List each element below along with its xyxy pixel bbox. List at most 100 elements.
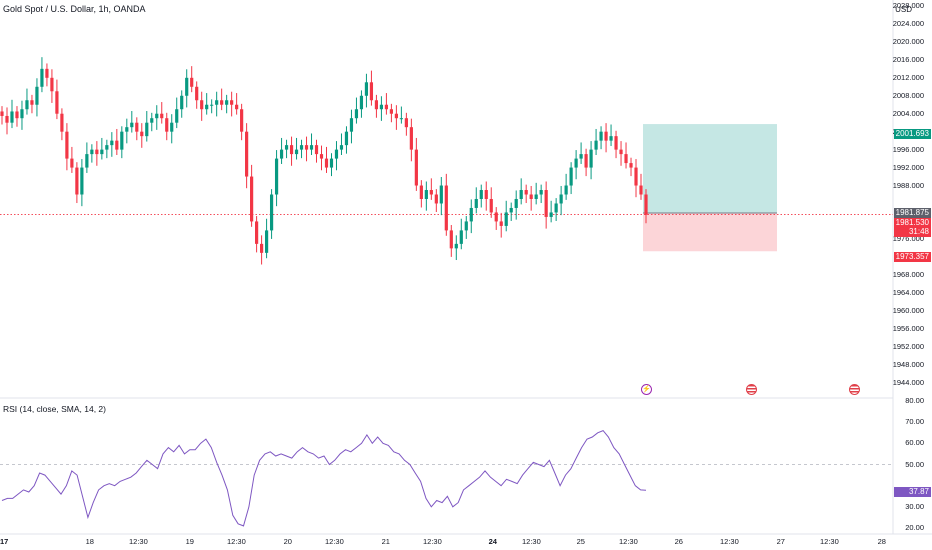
candle-body: [95, 149, 99, 155]
candle-body: [319, 154, 324, 159]
price-axis-tick: 1944.000: [892, 378, 924, 387]
time-axis-tick: 21: [381, 537, 390, 546]
candle-body: [274, 158, 279, 195]
candle-body: [125, 127, 129, 132]
time-axis-tick: 26: [674, 537, 683, 546]
candle-body: [45, 68, 49, 78]
candle-body: [60, 113, 64, 132]
price-axis-tick: 1960.000: [892, 306, 924, 316]
position-stop-zone: [643, 213, 777, 252]
candle-body: [564, 185, 568, 195]
time-axis-tick: 12:30: [820, 537, 839, 546]
candle-body: [434, 194, 438, 204]
time-axis-tick: 28: [877, 537, 886, 546]
candle-body: [584, 154, 588, 168]
candle-body: [110, 140, 114, 146]
close-price-tag: 1981.530: [894, 218, 931, 228]
currency-label[interactable]: USD: [895, 5, 912, 14]
time-axis-tick: 12:30: [325, 537, 344, 546]
candle-body: [489, 198, 493, 213]
candle-body: [514, 198, 518, 208]
candle-body: [205, 104, 209, 110]
price-axis-tick: 2024.000: [892, 18, 924, 28]
candle-body: [120, 131, 124, 150]
candle-body: [364, 82, 369, 96]
candle-body: [309, 145, 314, 150]
candle-body: [369, 82, 374, 101]
candle-body: [529, 194, 533, 199]
candle-body: [594, 140, 598, 150]
us-flag-icon[interactable]: [849, 384, 860, 395]
time-axis-tick: 12:30: [423, 537, 442, 546]
candle-body: [614, 136, 618, 150]
time-axis-tick: 25: [576, 537, 585, 546]
candle-body: [130, 122, 134, 128]
price-axis-tick: 2020.000: [892, 36, 924, 46]
candle-body: [5, 115, 9, 123]
candle-body: [220, 100, 224, 105]
candle-body: [145, 122, 149, 137]
candle-body: [200, 100, 204, 110]
rsi-value-tag: 37.87: [894, 487, 931, 497]
candle-body: [235, 104, 239, 110]
candle-body: [539, 190, 543, 195]
candle-body: [399, 118, 403, 120]
candle-body: [429, 190, 433, 195]
candle-body: [524, 190, 528, 195]
price-axis-tick: 2028.000: [892, 1, 924, 10]
price-axis-tick: 1996.000: [892, 144, 924, 154]
candle-body: [479, 190, 483, 199]
rsi-axis-tick: 80.00: [905, 396, 924, 405]
candle-body: [419, 185, 423, 199]
candle-body: [289, 145, 294, 155]
time-axis-tick: 12:30: [129, 537, 148, 546]
candle-body: [339, 145, 344, 150]
candle-body: [210, 104, 214, 106]
candle-body: [135, 122, 139, 132]
lightning-icon[interactable]: ⚡: [641, 384, 652, 395]
candle-body: [569, 167, 573, 186]
candle-body: [115, 140, 119, 150]
rsi-axis-tick: 50.00: [905, 459, 924, 469]
candle-body: [150, 118, 154, 123]
candle-body: [30, 100, 34, 105]
us-flag-icon[interactable]: [746, 384, 757, 395]
candle-body: [250, 176, 254, 222]
rsi-axis-tick: 70.00: [905, 417, 924, 427]
candle-body: [494, 212, 498, 222]
price-axis-tick: 1948.000: [892, 360, 924, 370]
time-axis-tick: 17: [0, 537, 9, 546]
candle-body: [609, 136, 613, 141]
candle-body: [195, 86, 199, 101]
candle-body: [90, 149, 94, 155]
candle-body: [165, 118, 169, 132]
candle-body: [279, 149, 284, 159]
candle-body: [230, 100, 234, 105]
candle-body: [589, 149, 593, 168]
candle-body: [284, 145, 289, 150]
candle-body: [439, 185, 443, 204]
last-price-tag: 1981.875: [894, 208, 931, 218]
price-axis-tick: 2016.000: [892, 54, 924, 64]
stop-price-tag: 1973.357: [894, 252, 931, 262]
candle-body: [574, 158, 578, 168]
time-axis-tick: 27: [776, 537, 785, 546]
symbol-title[interactable]: Gold Spot / U.S. Dollar, 1h, OANDA: [3, 4, 146, 14]
candle-body: [259, 243, 264, 253]
candle-body: [349, 118, 354, 132]
candle-body: [414, 149, 418, 186]
candle-body: [484, 190, 488, 199]
candle-body: [499, 221, 503, 226]
candle-body: [354, 109, 359, 119]
rsi-legend[interactable]: RSI (14, close, SMA, 14, 2): [3, 404, 106, 414]
candle-body: [579, 154, 583, 159]
candle-body: [100, 149, 104, 155]
candle-body: [599, 131, 603, 141]
candle-body: [155, 113, 159, 119]
candle-body: [25, 100, 29, 110]
candle-body: [604, 131, 608, 141]
candle-body: [464, 221, 468, 231]
candle-body: [329, 158, 334, 168]
candle-body: [519, 190, 523, 199]
